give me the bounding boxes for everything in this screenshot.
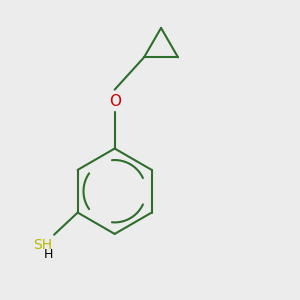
Text: SH: SH: [34, 238, 53, 252]
Text: O: O: [109, 94, 121, 109]
Text: H: H: [43, 248, 53, 261]
